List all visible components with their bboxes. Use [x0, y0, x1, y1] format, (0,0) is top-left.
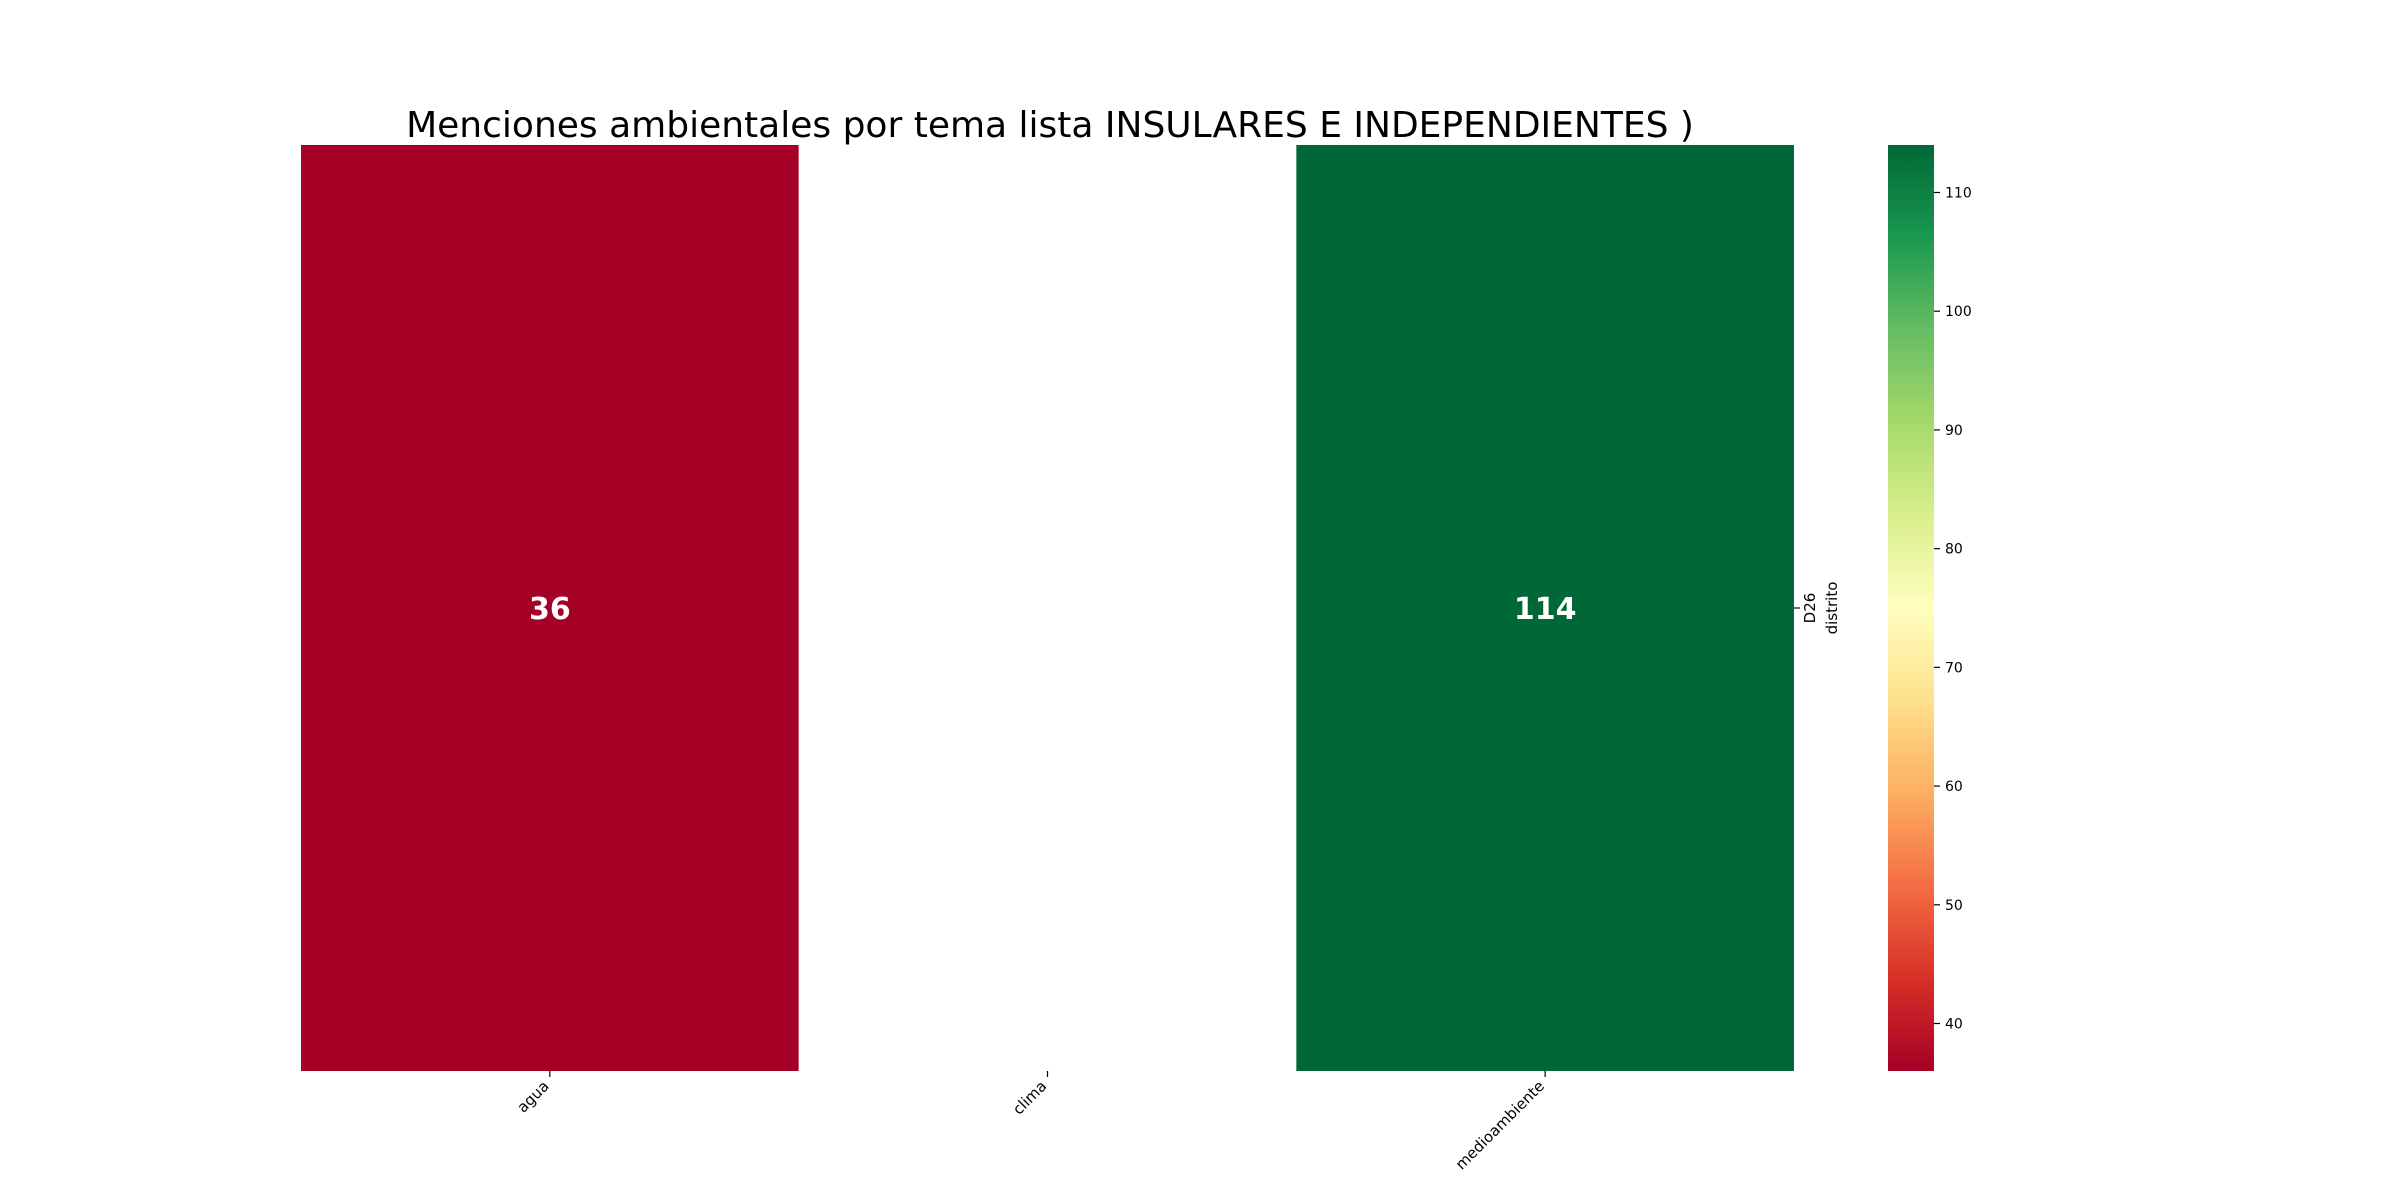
colorbar-tick-label: 100: [1945, 304, 1972, 320]
y-tick-label-D26: D26: [1801, 593, 1819, 624]
colorbar-ticks: 40 50 60 70 80 90 100 110: [1934, 185, 1972, 1033]
heatmap-cell-agua: [301, 145, 799, 1071]
x-axis: agua clima medioambiente: [513, 1071, 1548, 1173]
cell-annotations: 36 114: [529, 592, 1577, 627]
colorbar-tick-label: 40: [1945, 1017, 1963, 1033]
chart-title: Menciones ambientales por tema lista INS…: [406, 105, 1694, 146]
x-tick-label-clima: clima: [1009, 1077, 1050, 1118]
x-tick-label-medioambiente: medioambiente: [1452, 1077, 1548, 1173]
heatmap-cells: [301, 145, 1794, 1071]
colorbar-tick-label: 50: [1945, 898, 1963, 914]
cell-value-medioambiente: 114: [1514, 592, 1577, 627]
colorbar-tick-label: 110: [1945, 185, 1972, 201]
heatmap-cell-medioambiente: [1296, 145, 1794, 1071]
colorbar: [1888, 145, 1934, 1071]
colorbar-tick-label: 80: [1945, 542, 1963, 558]
colorbar-tick-label: 90: [1945, 423, 1963, 439]
y-axis-label: distrito: [1823, 582, 1841, 635]
x-tick-label-agua: agua: [513, 1077, 552, 1116]
cell-value-agua: 36: [529, 592, 571, 627]
y-axis: D26 distrito: [1794, 582, 1841, 635]
colorbar-tick-label: 70: [1945, 660, 1963, 676]
colorbar-tick-label: 60: [1945, 779, 1963, 795]
